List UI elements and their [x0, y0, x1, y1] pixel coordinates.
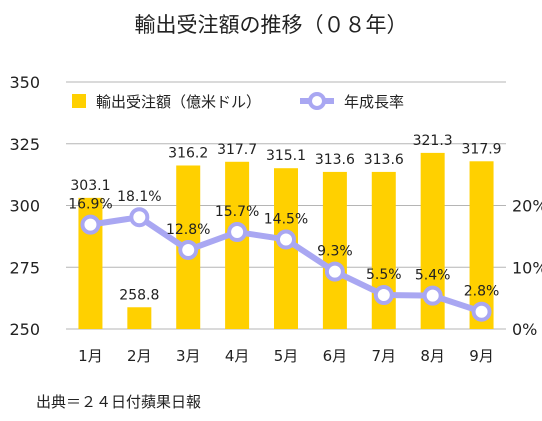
x-tick-label: 9月 — [469, 347, 494, 365]
x-tick-label: 4月 — [225, 347, 250, 365]
growth-value-label: 5.4% — [415, 268, 451, 284]
right-tick-label: 0% — [512, 320, 537, 339]
x-tick-label: 7月 — [372, 347, 397, 365]
bar-value-label: 313.6 — [364, 152, 404, 168]
bar-value-label: 303.1 — [70, 178, 110, 194]
growth-value-label: 18.1% — [117, 189, 161, 205]
bar-value-label: 316.2 — [168, 145, 208, 161]
bar — [225, 161, 250, 329]
bar — [469, 161, 494, 329]
x-axis-ticks: 1月 2月 3月 4月 5月 6月 7月 8月 9月 — [78, 347, 494, 365]
x-tick-label: 8月 — [420, 347, 445, 365]
x-tick-label: 5月 — [274, 347, 299, 365]
left-tick-label: 250 — [9, 320, 40, 339]
source-note: 出典＝２４日付蘋果日報 — [36, 393, 201, 411]
bar-value-labels: 303.1 258.8 316.2 317.7 315.1 313.6 313.6 321.3… — [70, 133, 501, 303]
left-tick-label: 300 — [9, 197, 40, 216]
growth-point — [227, 222, 248, 243]
growth-value-label: 5.5% — [366, 267, 402, 283]
growth-point — [80, 214, 101, 235]
bar-value-label: 315.1 — [266, 148, 306, 164]
legend: 輸出受注額（億米ドル） 年成長率 — [72, 92, 404, 111]
growth-point — [178, 239, 199, 260]
bar — [127, 307, 152, 329]
growth-point — [471, 301, 492, 322]
legend-swatch-bar — [72, 94, 86, 108]
legend-label-line: 年成長率 — [344, 93, 404, 111]
growth-point — [324, 261, 345, 282]
bar-value-label: 321.3 — [413, 133, 453, 149]
growth-value-label: 14.5% — [264, 211, 308, 227]
growth-value-labels: 16.9% 18.1% 12.8% 15.7% 14.5% 9.3% 5.5% 5.4% 2.8… — [68, 189, 499, 299]
bar — [322, 171, 347, 329]
x-tick-label: 6月 — [323, 347, 348, 365]
left-tick-label: 325 — [9, 135, 40, 154]
bar-value-label: 313.6 — [315, 152, 355, 168]
growth-value-label: 16.9% — [68, 197, 112, 213]
x-tick-label: 1月 — [78, 347, 103, 365]
right-axis-ticks: 0% 10% 20% — [512, 197, 542, 340]
left-axis-ticks: 250 275 300 325 350 — [9, 73, 40, 339]
growth-value-label: 9.3% — [317, 244, 353, 260]
bar-value-label: 317.7 — [217, 142, 257, 158]
growth-value-label: 2.8% — [464, 284, 500, 300]
x-tick-label: 3月 — [176, 347, 201, 365]
left-tick-label: 275 — [9, 258, 40, 277]
bar-value-label: 317.9 — [462, 141, 502, 157]
growth-point — [373, 285, 394, 306]
legend-swatch-marker — [308, 92, 326, 110]
bar-value-label: 258.8 — [119, 287, 159, 303]
growth-point — [276, 229, 296, 250]
growth-value-label: 15.7% — [215, 204, 259, 220]
right-tick-label: 20% — [512, 197, 542, 216]
left-tick-label: 350 — [9, 73, 40, 92]
legend-label-bar: 輸出受注額（億米ドル） — [96, 93, 261, 111]
growth-line-series — [80, 207, 492, 322]
growth-point — [129, 207, 150, 228]
right-tick-label: 10% — [512, 258, 542, 277]
bar — [371, 171, 396, 329]
growth-point — [422, 285, 443, 306]
chart-title: 輸出受注額の推移（０８年） — [135, 13, 408, 37]
x-tick-label: 2月 — [127, 347, 152, 365]
growth-value-label: 12.8% — [166, 222, 210, 238]
